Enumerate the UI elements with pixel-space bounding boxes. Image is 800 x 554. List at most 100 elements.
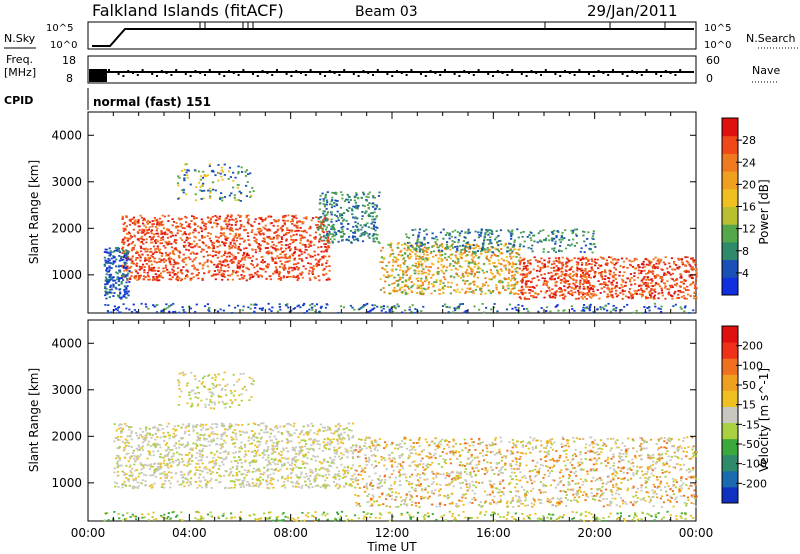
echo-cell [119, 257, 123, 260]
echo-cell [155, 218, 159, 221]
echo-cell [435, 279, 438, 282]
echo-cell [304, 244, 307, 246]
echo-cell [311, 271, 314, 274]
echo-cell [576, 267, 579, 270]
echo-cell [512, 274, 515, 277]
freq-startup-block [89, 69, 107, 82]
nave-dot [573, 74, 576, 76]
echo-cell [301, 446, 304, 448]
echo-cell [342, 469, 345, 472]
echo-cell [192, 276, 195, 279]
echo-cell [288, 245, 291, 248]
echo-cell [422, 305, 425, 308]
echo-cell [133, 309, 137, 311]
echo-cell [226, 236, 229, 239]
echo-cell [235, 468, 238, 471]
echo-cell [309, 254, 312, 257]
echo-cell [217, 252, 220, 255]
echo-cell [104, 287, 107, 289]
echo-cell [177, 197, 180, 200]
echo-cell [183, 174, 186, 176]
echo-cell [542, 282, 546, 284]
echo-cell [211, 427, 214, 430]
echo-cell [514, 292, 517, 295]
echo-cell [217, 467, 221, 470]
echo-cell [683, 297, 686, 300]
echo-cell [583, 281, 586, 284]
nave-dot [472, 74, 475, 76]
echo-cell [473, 305, 476, 308]
echo-cell [339, 305, 343, 308]
echo-cell [324, 193, 328, 196]
echo-cell [247, 306, 250, 309]
echo-cell [518, 263, 522, 266]
echo-cell [331, 191, 334, 194]
echo-cell [635, 290, 638, 293]
echo-cell [606, 284, 609, 287]
echo-cell [463, 248, 467, 251]
echo-cell [604, 278, 607, 281]
echo-cell [585, 262, 588, 264]
echo-cell [174, 262, 177, 265]
echo-cell [104, 248, 107, 251]
echo-cell [262, 237, 265, 240]
echo-cell [392, 261, 395, 263]
echo-cell [582, 293, 585, 296]
echo-cell [299, 449, 302, 452]
echo-cell [319, 225, 322, 228]
echo-cell [650, 288, 653, 291]
echo-cell [244, 175, 248, 177]
echo-cell [516, 272, 519, 274]
echo-cell [486, 229, 489, 232]
echo-cell [326, 230, 329, 233]
echo-cell [509, 292, 512, 295]
echo-cell [671, 297, 674, 300]
echo-cell [125, 259, 128, 262]
echo-cell [176, 279, 179, 281]
echo-cell [503, 244, 506, 247]
echo-cell [229, 260, 232, 263]
echo-cell [187, 471, 190, 474]
echo-cell [487, 242, 491, 245]
echo-cell [408, 257, 412, 259]
echo-cell [198, 239, 201, 242]
echo-cell [144, 250, 148, 253]
echo-cell [320, 245, 323, 248]
echo-cell [244, 228, 247, 231]
echo-cell [295, 263, 298, 265]
echo-cell [353, 196, 356, 199]
echo-cell [359, 224, 362, 227]
nave-dot [132, 72, 134, 74]
echo-cell [379, 278, 382, 281]
echo-cell [194, 193, 197, 196]
echo-cell [393, 256, 396, 259]
echo-cell [293, 266, 296, 269]
echo-cell [143, 439, 146, 442]
echo-cell [136, 481, 139, 484]
echo-cell [288, 249, 292, 252]
echo-cell [626, 303, 629, 306]
echo-cell [217, 179, 220, 182]
echo-cell [147, 258, 151, 261]
echo-cell [423, 260, 426, 263]
echo-cell [573, 257, 576, 260]
echo-cell [676, 267, 679, 269]
echo-cell [210, 170, 214, 173]
echo-cell [244, 256, 247, 258]
echo-cell [411, 229, 414, 231]
echo-cell [112, 260, 115, 263]
echo-cell [254, 271, 257, 274]
echo-cell [364, 212, 367, 215]
echo-cell [549, 296, 552, 299]
echo-cell [238, 470, 241, 473]
echo-cell [641, 291, 644, 294]
echo-cell [196, 273, 199, 276]
echo-cell [150, 260, 153, 262]
echo-cell [575, 275, 578, 278]
echo-cell [326, 191, 329, 194]
echo-cell [295, 465, 298, 468]
echo-cell [495, 286, 498, 289]
echo-cell [636, 276, 639, 279]
echo-cell [682, 282, 685, 285]
echo-cell [590, 296, 593, 299]
